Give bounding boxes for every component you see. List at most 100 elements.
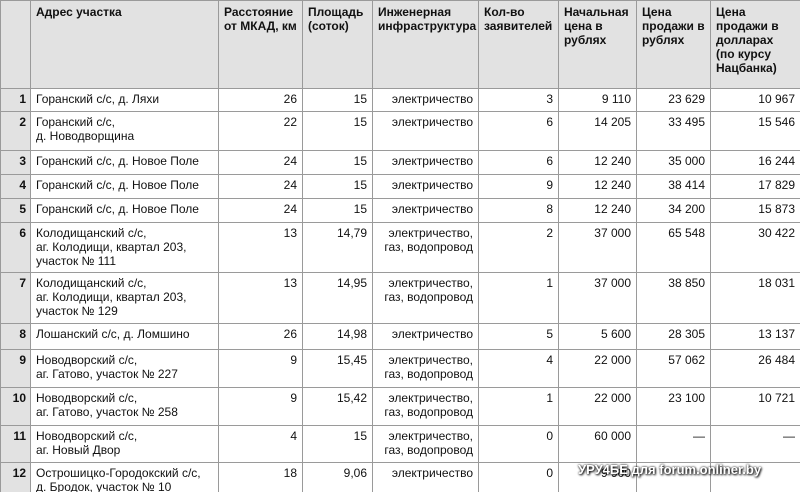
- table-cell: 4: [218, 425, 303, 463]
- table-cell: электричество: [372, 174, 479, 199]
- table-cell: 24: [218, 174, 303, 199]
- table-cell: 57 062: [636, 349, 711, 388]
- column-header: Инженерная инфраструктура: [372, 0, 479, 89]
- row-number: 3: [0, 150, 31, 175]
- table-cell: 1: [478, 272, 559, 324]
- cell-line: Горанский с/с, д. Новое Поле: [36, 202, 199, 216]
- table-cell: 15: [302, 111, 373, 151]
- table-cell: 65 548: [636, 222, 711, 273]
- table-cell: электричество, газ, водопровод: [372, 387, 479, 426]
- cell-line: Нацбанка): [716, 61, 777, 75]
- table-cell: 13: [218, 222, 303, 273]
- table-cell: 18: [218, 462, 303, 492]
- table-cell: 33 495: [636, 111, 711, 151]
- table-row: 1 Горанский с/с, д. Ляхи 26 15 электричество…: [0, 88, 800, 112]
- table-row: 2 Горанский с/с, д. Новодворщина 22 15 электр…: [0, 111, 800, 151]
- table-cell: Горанский с/с, д. Новое Поле: [30, 198, 219, 223]
- table-cell: Колодищанский с/с, аг. Колодищи, квартал …: [30, 272, 219, 324]
- row-number: 7: [0, 272, 31, 324]
- cell-line: аг. Колодищи, квартал 203,: [36, 290, 187, 304]
- table-cell: Новодворский с/с, аг. Новый Двор: [30, 425, 219, 463]
- cell-line: Новодворский с/с,: [36, 391, 138, 405]
- table-cell: 13 137: [710, 323, 800, 350]
- cell-line: Горанский с/с, д. Новое Поле: [36, 154, 199, 168]
- row-number: 11: [0, 425, 31, 463]
- cell-line: Инженерная: [378, 5, 452, 19]
- column-header: Начальная цена в рублях: [558, 0, 637, 89]
- table-cell: 14 205: [558, 111, 637, 151]
- table-cell: Новодворский с/с, аг. Гатово, участок № 2…: [30, 387, 219, 426]
- column-header: Площадь (соток): [302, 0, 373, 89]
- table-cell: 37 000: [558, 272, 637, 324]
- cell-line: Горанский с/с, д. Ляхи: [36, 92, 160, 106]
- cell-line: (по курсу: [716, 47, 772, 61]
- table-cell: 30 422: [710, 222, 800, 273]
- column-header: Кол-во заявителей: [478, 0, 559, 89]
- cell-line: газ, водопровод: [384, 443, 473, 457]
- cell-line: долларах: [716, 33, 774, 47]
- table-cell: —: [636, 425, 711, 463]
- table-cell: 24: [218, 198, 303, 223]
- table-cell: электричество: [372, 323, 479, 350]
- table-cell: —: [710, 425, 800, 463]
- cell-line: рублях: [642, 33, 685, 47]
- column-header: Адрес участка: [30, 0, 219, 89]
- table-cell: [710, 462, 800, 492]
- table-cell: Новодворский с/с, аг. Гатово, участок № 2…: [30, 349, 219, 388]
- table-cell: 9 110: [558, 88, 637, 112]
- row-number: 2: [0, 111, 31, 151]
- cell-line: Новодворский с/с,: [36, 429, 138, 443]
- table-cell: 15,42: [302, 387, 373, 426]
- row-number: 5: [0, 198, 31, 223]
- cell-line: газ, водопровод: [384, 367, 473, 381]
- watermark: УРУ4БЕ для forum.onliner.by: [578, 462, 762, 477]
- cell-line: аг. Новый Двор: [36, 443, 121, 457]
- table-row: 3 Горанский с/с, д. Новое Поле 24 15 электри…: [0, 150, 800, 175]
- cell-line: газ, водопровод: [384, 290, 473, 304]
- cell-line: Колодищанский с/с,: [36, 226, 147, 240]
- cell-line: Новодворский с/с,: [36, 353, 138, 367]
- table-cell: 26 484: [710, 349, 800, 388]
- table-cell: 15: [302, 425, 373, 463]
- table-cell: электричество: [372, 150, 479, 175]
- table-cell: электричество: [372, 111, 479, 151]
- cell-line: электричество,: [388, 226, 473, 240]
- cell-line: Цена: [716, 5, 746, 19]
- table-cell: 9,06: [302, 462, 373, 492]
- cell-line: Лошанский с/с, д. Ломшино: [36, 327, 190, 341]
- table-cell: Горанский с/с, д. Новое Поле: [30, 150, 219, 175]
- table-cell: Горанский с/с, д. Ляхи: [30, 88, 219, 112]
- cell-line: д. Новодворщина: [36, 129, 135, 143]
- cell-line: заявителей: [484, 19, 553, 33]
- table-cell: электричество, газ, водопровод: [372, 425, 479, 463]
- table-cell: Острошицко-Городокский с/с, д. Бродок, уч…: [30, 462, 219, 492]
- table-cell: 23 100: [636, 387, 711, 426]
- table-cell: 6: [478, 150, 559, 175]
- table-cell: Горанский с/с, д. Новодворщина: [30, 111, 219, 151]
- table-row: 11 Новодворский с/с, аг. Новый Двор 4 15 элек…: [0, 425, 800, 463]
- cell-line: Острошицко-Городокский с/с,: [36, 466, 201, 480]
- table-cell: 14,95: [302, 272, 373, 324]
- table-cell: 9: [218, 387, 303, 426]
- table-cell: 1: [478, 387, 559, 426]
- table-cell: 10 721: [710, 387, 800, 426]
- table-cell: 9: [478, 174, 559, 199]
- row-number: 1: [0, 88, 31, 112]
- cell-line: Адрес участка: [36, 5, 122, 19]
- table-row: 8 Лошанский с/с, д. Ломшино 26 14,98 электри…: [0, 323, 800, 350]
- table-cell: 5 600: [558, 323, 637, 350]
- cell-line: от МКАД, км: [224, 19, 297, 33]
- cell-line: аг. Гатово, участок № 227: [36, 367, 178, 381]
- table-cell: 3: [478, 88, 559, 112]
- table-cell: 2: [478, 222, 559, 273]
- table-cell: 4: [478, 349, 559, 388]
- table-cell: 9: [218, 349, 303, 388]
- cell-line: цена в: [564, 19, 603, 33]
- table-cell: 12 240: [558, 150, 637, 175]
- table-cell: 60 000: [558, 425, 637, 463]
- cell-line: аг. Гатово, участок № 258: [36, 405, 178, 419]
- table-cell: электричество: [372, 198, 479, 223]
- table-cell: 18 031: [710, 272, 800, 324]
